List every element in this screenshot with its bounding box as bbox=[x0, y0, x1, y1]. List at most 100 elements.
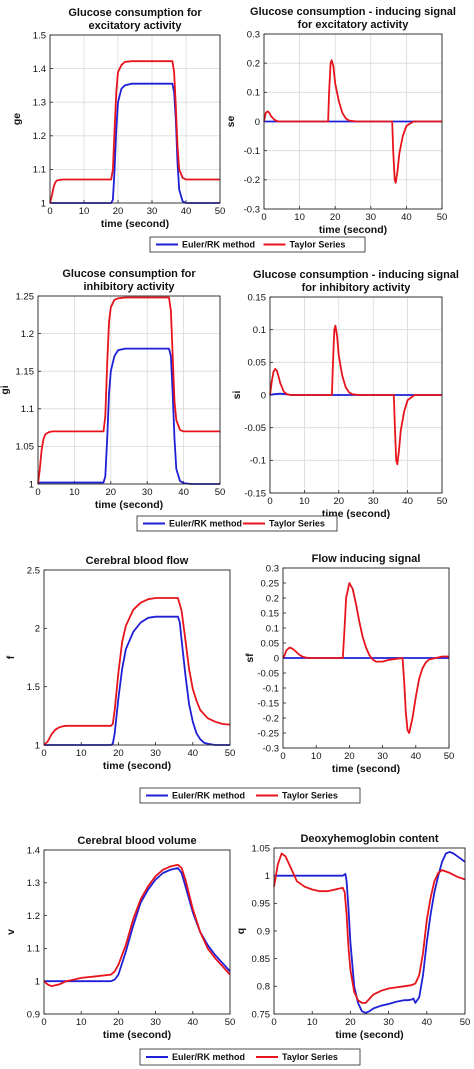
y-tick-label: 0.85 bbox=[252, 954, 271, 965]
x-tick-label: 10 bbox=[76, 1017, 87, 1028]
series-euler-rk-method bbox=[37, 347, 220, 485]
chart-v: 0 10 20 30 40 50 0.9 1 1.1 1.2 1.3 1.4 Cerebral bloo… bbox=[5, 835, 235, 1041]
legend-box bbox=[149, 236, 366, 253]
series-taylor-series bbox=[282, 582, 449, 734]
x-tick-label: 20 bbox=[106, 487, 117, 498]
y-tick-label: -0.05 bbox=[257, 668, 279, 679]
y-tick-label: 1.15 bbox=[16, 367, 35, 378]
y-tick-label: 2.5 bbox=[27, 565, 40, 576]
x-tick-label: 0 bbox=[35, 487, 40, 498]
x-tick-label: 10 bbox=[311, 751, 322, 762]
x-tick-label: 30 bbox=[377, 751, 388, 762]
y-tick-label: -0.3 bbox=[263, 743, 279, 754]
y-axis-label: q bbox=[235, 928, 247, 934]
legend-label: Euler/RK method bbox=[182, 240, 255, 250]
legend-label: Taylor Series bbox=[290, 240, 346, 250]
y-tick-label: 0.3 bbox=[266, 563, 279, 574]
x-tick-label: 30 bbox=[366, 212, 377, 223]
x-tick-label: 10 bbox=[79, 206, 90, 217]
y-axis-label: se bbox=[225, 116, 237, 128]
x-axis-label: time (second) bbox=[319, 224, 387, 236]
plot-area bbox=[274, 848, 465, 1014]
x-axis-label: time (second) bbox=[95, 499, 163, 511]
legend-box bbox=[139, 1048, 361, 1066]
x-tick-label: 20 bbox=[113, 206, 124, 217]
x-tick-label: 50 bbox=[215, 487, 226, 498]
x-tick-label: 0 bbox=[267, 496, 272, 507]
y-tick-label: -0.2 bbox=[244, 175, 260, 186]
y-tick-label: 1.05 bbox=[16, 442, 35, 453]
y-tick-label: -0.1 bbox=[244, 146, 260, 157]
x-tick-label: 40 bbox=[188, 748, 199, 759]
y-tick-label: 0.2 bbox=[247, 58, 260, 69]
plot-area bbox=[44, 570, 230, 745]
chart-sf: 0 10 20 30 40 50 -0.3 -0.25 -0.2 -0.15 -0.1 -0.05 0 0… bbox=[244, 553, 454, 775]
y-tick-label: -0.3 bbox=[244, 204, 260, 215]
series-euler-rk-method bbox=[274, 851, 466, 1014]
plot-frame bbox=[37, 295, 221, 485]
x-tick-label: 40 bbox=[181, 206, 192, 217]
y-tick-label: 0 bbox=[274, 653, 279, 664]
plot-area bbox=[44, 850, 230, 1014]
y-tick-label: 0.1 bbox=[247, 88, 260, 99]
y-tick-label: 1.1 bbox=[21, 404, 34, 415]
legend-label: Euler/RK method bbox=[172, 1052, 245, 1062]
x-tick-label: 50 bbox=[437, 212, 448, 223]
x-tick-label: 0 bbox=[47, 206, 52, 217]
x-tick-label: 10 bbox=[307, 1017, 318, 1028]
y-axis-label: gi bbox=[0, 385, 11, 394]
series-taylor-series bbox=[43, 597, 231, 746]
y-tick-label: 1 bbox=[41, 198, 46, 209]
y-tick-label: 0.05 bbox=[248, 358, 267, 369]
x-tick-label: 40 bbox=[422, 1017, 433, 1028]
x-tick-label: 0 bbox=[271, 1017, 276, 1028]
y-tick-label: 0.15 bbox=[248, 292, 267, 303]
x-tick-label: 10 bbox=[76, 748, 87, 759]
y-tick-label: 0.8 bbox=[257, 982, 270, 993]
chart-q: 0 10 20 30 40 50 0.75 0.8 0.85 0.9 0.95 1 1.05 Deoxyh… bbox=[235, 833, 470, 1041]
x-tick-label: 20 bbox=[113, 748, 124, 759]
y-tick-label: 0.9 bbox=[257, 926, 270, 937]
y-tick-label: 0.1 bbox=[266, 623, 279, 634]
y-tick-label: 1 bbox=[265, 871, 270, 882]
x-axis-label: time (second) bbox=[103, 1029, 171, 1041]
chart-title: excitatory activity bbox=[89, 20, 183, 32]
legend: Euler/RK method Taylor Series bbox=[149, 236, 366, 253]
chart-title: Cerebral blood flow bbox=[86, 555, 189, 567]
x-tick-label: 50 bbox=[460, 1017, 471, 1028]
chart-f: 0 10 20 30 40 50 1 1.5 2 2.5 Cerebral blood flow ti… bbox=[5, 555, 235, 772]
legend-label: Taylor Series bbox=[269, 519, 325, 529]
y-tick-label: -0.1 bbox=[250, 456, 266, 467]
y-axis-label: sf bbox=[244, 653, 256, 663]
chart-title: Glucose consumption for bbox=[62, 268, 196, 280]
legend-label: Taylor Series bbox=[282, 1052, 338, 1062]
y-tick-label: 1.1 bbox=[27, 944, 40, 955]
legend: Euler/RK method Taylor Series bbox=[139, 1048, 361, 1066]
legend-box bbox=[139, 787, 361, 804]
x-tick-label: 40 bbox=[401, 212, 412, 223]
y-tick-label: 1.05 bbox=[252, 843, 271, 854]
y-tick-label: 1.4 bbox=[33, 64, 46, 75]
plot-frame bbox=[49, 34, 221, 204]
series-euler-rk-method bbox=[44, 867, 231, 983]
chart-title: Cerebral blood volume bbox=[77, 835, 196, 847]
chart-title: Glucose consumption - inducing signal bbox=[253, 269, 459, 281]
legend: Euler/RK method Taylor Series bbox=[136, 515, 338, 532]
x-tick-label: 20 bbox=[113, 1017, 124, 1028]
y-axis-label: si bbox=[231, 391, 243, 400]
y-tick-label: 0.95 bbox=[252, 899, 271, 910]
plot-area bbox=[38, 296, 220, 484]
y-tick-label: 1.2 bbox=[21, 329, 34, 340]
legend-box bbox=[136, 515, 338, 532]
y-tick-label: 0.3 bbox=[247, 29, 260, 40]
y-tick-label: -0.1 bbox=[263, 683, 279, 694]
y-tick-label: 1.1 bbox=[33, 165, 46, 176]
chart-title: Glucose consumption - inducing signal bbox=[250, 6, 456, 18]
y-tick-label: -0.25 bbox=[257, 728, 279, 739]
plot-frame bbox=[43, 849, 231, 1015]
x-tick-label: 50 bbox=[215, 206, 226, 217]
y-tick-label: 0.25 bbox=[261, 578, 280, 589]
x-tick-label: 50 bbox=[225, 1017, 236, 1028]
y-tick-label: 0.9 bbox=[27, 1009, 40, 1020]
y-tick-label: -0.2 bbox=[263, 713, 279, 724]
